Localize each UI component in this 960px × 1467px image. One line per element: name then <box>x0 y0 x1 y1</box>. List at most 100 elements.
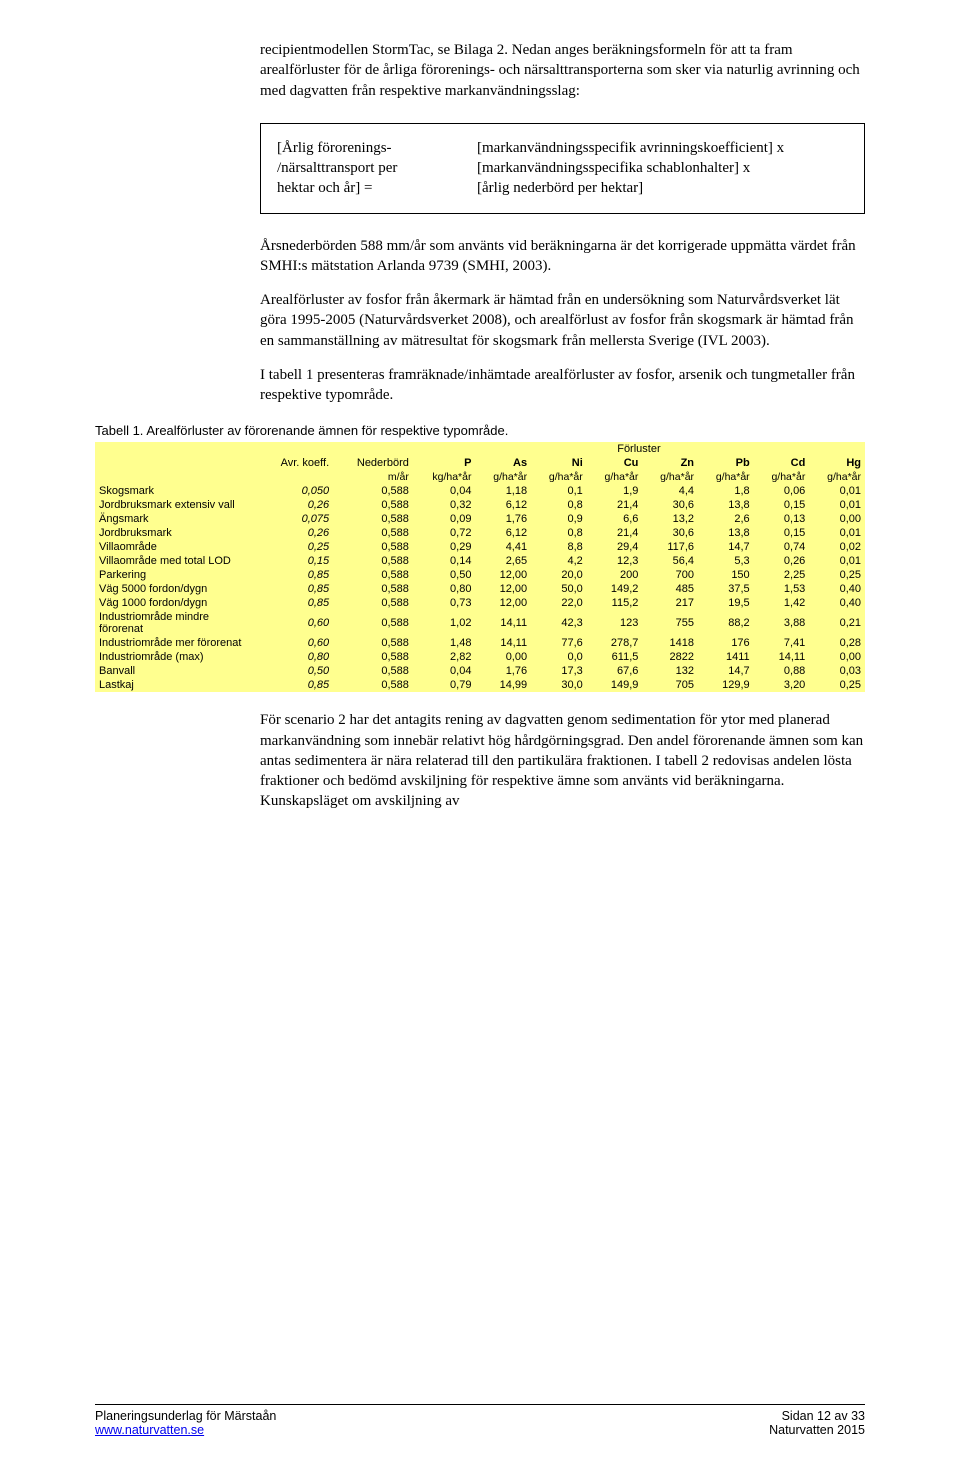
cell-value: 22,0 <box>531 596 587 610</box>
cell-value: 3,20 <box>754 678 810 692</box>
row-label: Skogsmark <box>95 484 258 498</box>
unit-as: g/ha*år <box>475 470 531 484</box>
cell-nederbord: 0,588 <box>333 526 413 540</box>
cell-value: 0,28 <box>809 636 865 650</box>
cell-value: 30,6 <box>642 526 698 540</box>
cell-value: 1,53 <box>754 582 810 596</box>
cell-value: 50,0 <box>531 582 587 596</box>
cell-value: 0,1 <box>531 484 587 498</box>
table-row: Industriområde mer förorenat0,600,5881,4… <box>95 636 865 650</box>
cell-value: 1,8 <box>698 484 754 498</box>
cell-value: 77,6 <box>531 636 587 650</box>
cell-value: 217 <box>642 596 698 610</box>
cell-avr: 0,85 <box>258 582 333 596</box>
cell-value: 56,4 <box>642 554 698 568</box>
table-caption: Tabell 1. Arealförluster av förorenande … <box>95 423 865 438</box>
body-text-block: recipientmodellen StormTac, se Bilaga 2.… <box>260 40 865 405</box>
cell-nederbord: 0,588 <box>333 596 413 610</box>
cell-value: 0,8 <box>531 498 587 512</box>
cell-avr: 0,85 <box>258 678 333 692</box>
footer-title: Planeringsunderlag för Märstaån <box>95 1409 276 1423</box>
footer-link[interactable]: www.naturvatten.se <box>95 1423 204 1437</box>
paragraph-4: I tabell 1 presenteras framräknade/inhäm… <box>260 365 865 406</box>
cell-value: 5,3 <box>698 554 754 568</box>
paragraph-1: recipientmodellen StormTac, se Bilaga 2.… <box>260 40 865 101</box>
cell-avr: 0,60 <box>258 610 333 636</box>
formula-right-line: [markanvändningsspecifika schablonhalter… <box>477 158 784 178</box>
cell-value: 12,00 <box>475 568 531 582</box>
table-row: Industriområde (max)0,800,5882,820,000,0… <box>95 650 865 664</box>
cell-value: 0,00 <box>809 512 865 526</box>
col-zn: Zn <box>642 456 698 470</box>
cell-value: 1,42 <box>754 596 810 610</box>
cell-value: 176 <box>698 636 754 650</box>
table-row: Banvall0,500,5880,041,7617,367,613214,70… <box>95 664 865 678</box>
unit-cd: g/ha*år <box>754 470 810 484</box>
cell-value: 132 <box>642 664 698 678</box>
cell-value: 14,11 <box>754 650 810 664</box>
cell-value: 1411 <box>698 650 754 664</box>
row-label: Villaområde med total LOD <box>95 554 258 568</box>
cell-value: 6,6 <box>587 512 643 526</box>
row-label: Parkering <box>95 568 258 582</box>
table-row: Väg 1000 fordon/dygn0,850,5880,7312,0022… <box>95 596 865 610</box>
cell-value: 17,3 <box>531 664 587 678</box>
cell-value: 12,3 <box>587 554 643 568</box>
cell-value: 0,40 <box>809 582 865 596</box>
table-row: Villaområde med total LOD0,150,5880,142,… <box>95 554 865 568</box>
cell-value: 0,9 <box>531 512 587 526</box>
cell-value: 0,01 <box>809 498 865 512</box>
cell-value: 0,26 <box>754 554 810 568</box>
cell-value: 0,74 <box>754 540 810 554</box>
cell-value: 755 <box>642 610 698 636</box>
formula-right: [markanvändningsspecifik avrinningskoeff… <box>477 138 784 199</box>
cell-value: 0,8 <box>531 526 587 540</box>
cell-nederbord: 0,588 <box>333 484 413 498</box>
cell-value: 0,04 <box>413 484 476 498</box>
cell-value: 1,76 <box>475 664 531 678</box>
cell-value: 21,4 <box>587 498 643 512</box>
cell-nederbord: 0,588 <box>333 512 413 526</box>
cell-value: 2822 <box>642 650 698 664</box>
row-label: Jordbruksmark extensiv vall <box>95 498 258 512</box>
cell-avr: 0,050 <box>258 484 333 498</box>
cell-nederbord: 0,588 <box>333 664 413 678</box>
losses-table: FörlusterAvr. koeff.NederbördPAsNiCuZnPb… <box>95 442 865 692</box>
cell-avr: 0,80 <box>258 650 333 664</box>
cell-value: 2,6 <box>698 512 754 526</box>
cell-value: 0,01 <box>809 554 865 568</box>
cell-value: 0,15 <box>754 498 810 512</box>
paragraph-3: Arealförluster av fosfor från åkermark ä… <box>260 290 865 351</box>
col-pb: Pb <box>698 456 754 470</box>
cell-value: 0,72 <box>413 526 476 540</box>
cell-value: 123 <box>587 610 643 636</box>
cell-value: 2,25 <box>754 568 810 582</box>
cell-value: 700 <box>642 568 698 582</box>
cell-value: 0,09 <box>413 512 476 526</box>
row-label: Väg 5000 fordon/dygn <box>95 582 258 596</box>
cell-value: 4,4 <box>642 484 698 498</box>
cell-nederbord: 0,588 <box>333 636 413 650</box>
cell-nederbord: 0,588 <box>333 610 413 636</box>
row-label: Industriområde mer förorenat <box>95 636 258 650</box>
cell-value: 30,0 <box>531 678 587 692</box>
table-row: Ängsmark0,0750,5880,091,760,96,613,22,60… <box>95 512 865 526</box>
cell-value: 0,00 <box>809 650 865 664</box>
unit-ni: g/ha*år <box>531 470 587 484</box>
formula-right-line: [årlig nederbörd per hektar] <box>477 178 784 198</box>
cell-value: 14,7 <box>698 540 754 554</box>
cell-value: 6,12 <box>475 526 531 540</box>
cell-value: 8,8 <box>531 540 587 554</box>
cell-value: 2,82 <box>413 650 476 664</box>
cell-value: 1,02 <box>413 610 476 636</box>
cell-value: 0,88 <box>754 664 810 678</box>
cell-value: 0,01 <box>809 526 865 540</box>
cell-value: 149,2 <box>587 582 643 596</box>
col-cu: Cu <box>587 456 643 470</box>
row-label: Villaområde <box>95 540 258 554</box>
cell-nederbord: 0,588 <box>333 582 413 596</box>
col-hg: Hg <box>809 456 865 470</box>
row-label: Industriområde mindre förorenat <box>95 610 258 636</box>
cell-value: 12,00 <box>475 582 531 596</box>
cell-value: 21,4 <box>587 526 643 540</box>
